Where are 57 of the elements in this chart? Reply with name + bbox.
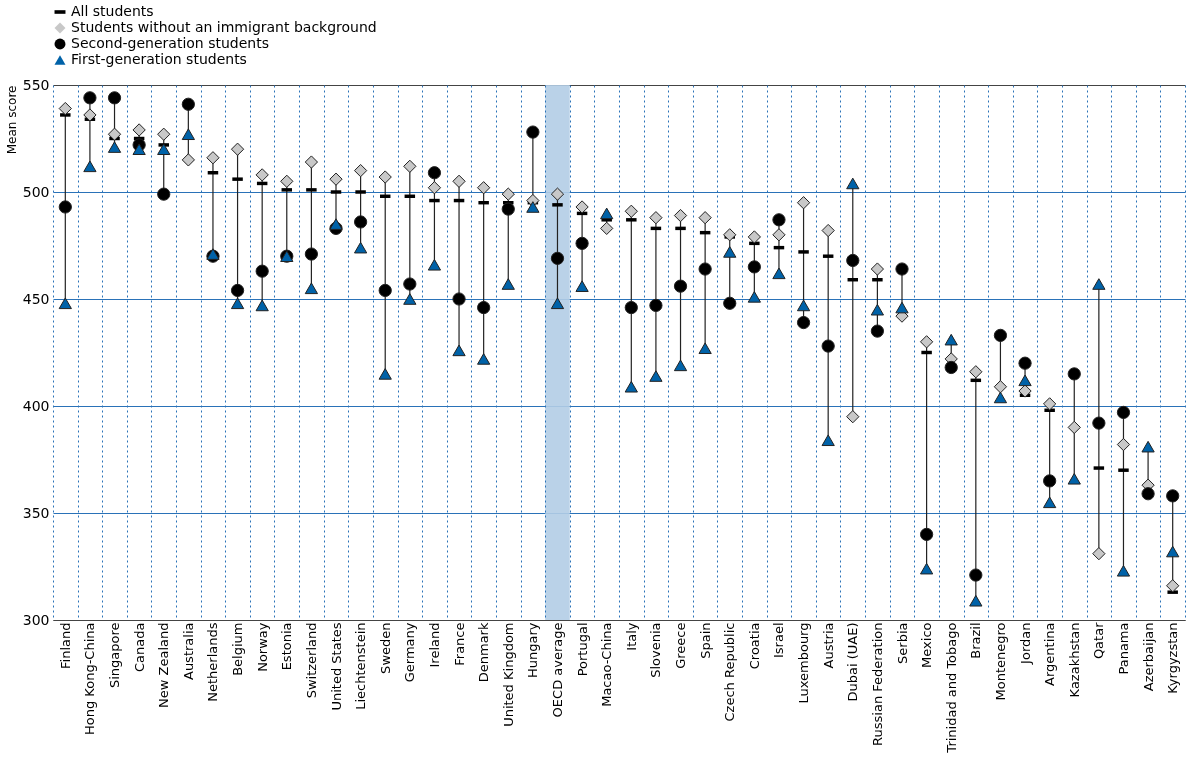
x-tick-label: France [451, 622, 467, 666]
legend-label: All students [71, 3, 154, 19]
x-tick-label: Norway [254, 622, 270, 672]
y-tick-label: 450 [22, 290, 50, 307]
y-axis-title: Mean score [4, 85, 19, 155]
x-tick-label: Hong Kong-China [82, 622, 98, 735]
x-tick-label: Croatia [746, 622, 762, 670]
x-tick-label: Qatar [1091, 621, 1107, 660]
x-tick-label: Montenegro [992, 622, 1008, 701]
x-tick-label: Singapore [107, 622, 123, 689]
x-tick-label: New Zealand [156, 622, 172, 708]
x-tick-label: Greece [673, 622, 689, 669]
legend-label: First-generation students [71, 51, 247, 67]
x-tick-label: Germany [402, 622, 418, 683]
x-tick-label: Israel [771, 622, 787, 659]
x-tick-label: Trinidad and Tobago [943, 622, 959, 754]
x-tick-label: Belgium [230, 622, 246, 676]
x-tick-label: Kyrgyzstan [1165, 622, 1181, 694]
x-tick-label: Italy [623, 622, 639, 651]
x-tick-label: Portugal [574, 622, 590, 677]
x-tick-label: Czech Republic [722, 622, 738, 722]
x-tick-label: Jordan [1017, 622, 1033, 665]
x-tick-label: Liechtenstein [353, 622, 369, 710]
legend-label: Second-generation students [71, 35, 269, 51]
y-tick-label: 350 [22, 504, 50, 521]
x-tick-label: Panama [1115, 622, 1131, 675]
x-tick-label: United States [328, 622, 344, 711]
x-tick-label: Argentina [1042, 622, 1058, 686]
x-tick-label: Austria [820, 622, 836, 669]
x-tick-label: Hungary [525, 622, 541, 679]
x-tick-label: Sweden [377, 622, 393, 674]
x-tick-label: Mexico [919, 622, 935, 668]
x-tick-label: Dubai (UAE) [845, 622, 861, 702]
x-tick-label: Ireland [426, 622, 442, 668]
x-tick-label: Kazakhstan [1066, 622, 1082, 698]
y-tick-label: 400 [22, 397, 50, 414]
x-tick-label: Estonia [279, 622, 295, 671]
x-tick-label: Switzerland [303, 622, 319, 699]
x-tick-label: Serbia [894, 622, 910, 664]
x-tick-label: Spain [697, 622, 713, 659]
x-tick-label: Macao-China [599, 622, 615, 707]
x-tick-label: Australia [180, 622, 196, 681]
x-tick-label: OECD average [549, 622, 565, 718]
x-tick-label: United Kingdom [500, 622, 516, 727]
x-tick-label: Denmark [476, 622, 492, 683]
x-tick-label: Brazil [968, 622, 984, 659]
x-tick-label: Canada [131, 622, 147, 672]
x-tick-label: Slovenia [648, 622, 664, 678]
y-tick-label: 500 [22, 183, 50, 200]
x-tick-label: Russian Federation [869, 622, 885, 746]
y-tick-label: 550 [22, 76, 50, 93]
x-tick-label: Luxembourg [796, 622, 812, 704]
x-tick-label: Netherlands [205, 622, 221, 702]
x-tick-label: Finland [57, 622, 73, 669]
legend-label: Students without an immigrant background [71, 19, 377, 35]
y-tick-label: 300 [22, 611, 50, 628]
x-tick-label: Azerbaijan [1140, 622, 1156, 692]
